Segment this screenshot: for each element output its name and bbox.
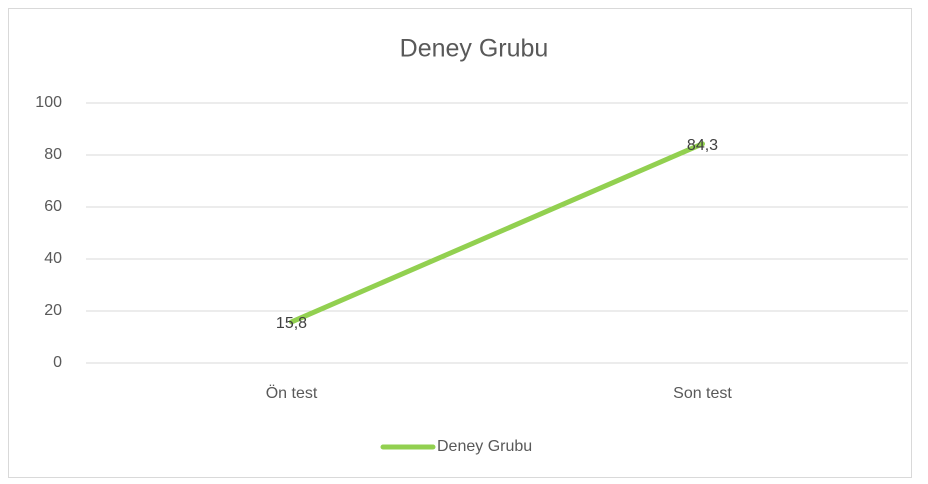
y-tick-label: 40 — [44, 250, 62, 267]
data-label: 84,3 — [687, 137, 718, 154]
data-line — [289, 141, 705, 325]
y-tick-label: 100 — [35, 94, 62, 111]
y-tick-label: 20 — [44, 302, 62, 319]
chart-title: Deney Grubu — [400, 35, 549, 63]
x-tick-label: Ön test — [266, 384, 318, 402]
data-label: 15,8 — [276, 315, 307, 332]
y-tick-label: 60 — [44, 198, 62, 215]
y-tick-label: 0 — [53, 354, 62, 371]
y-tick-label: 80 — [44, 146, 62, 163]
x-tick-label: Son test — [673, 385, 732, 402]
legend-label: Deney Grubu — [437, 438, 532, 455]
chart-border — [8, 8, 912, 478]
